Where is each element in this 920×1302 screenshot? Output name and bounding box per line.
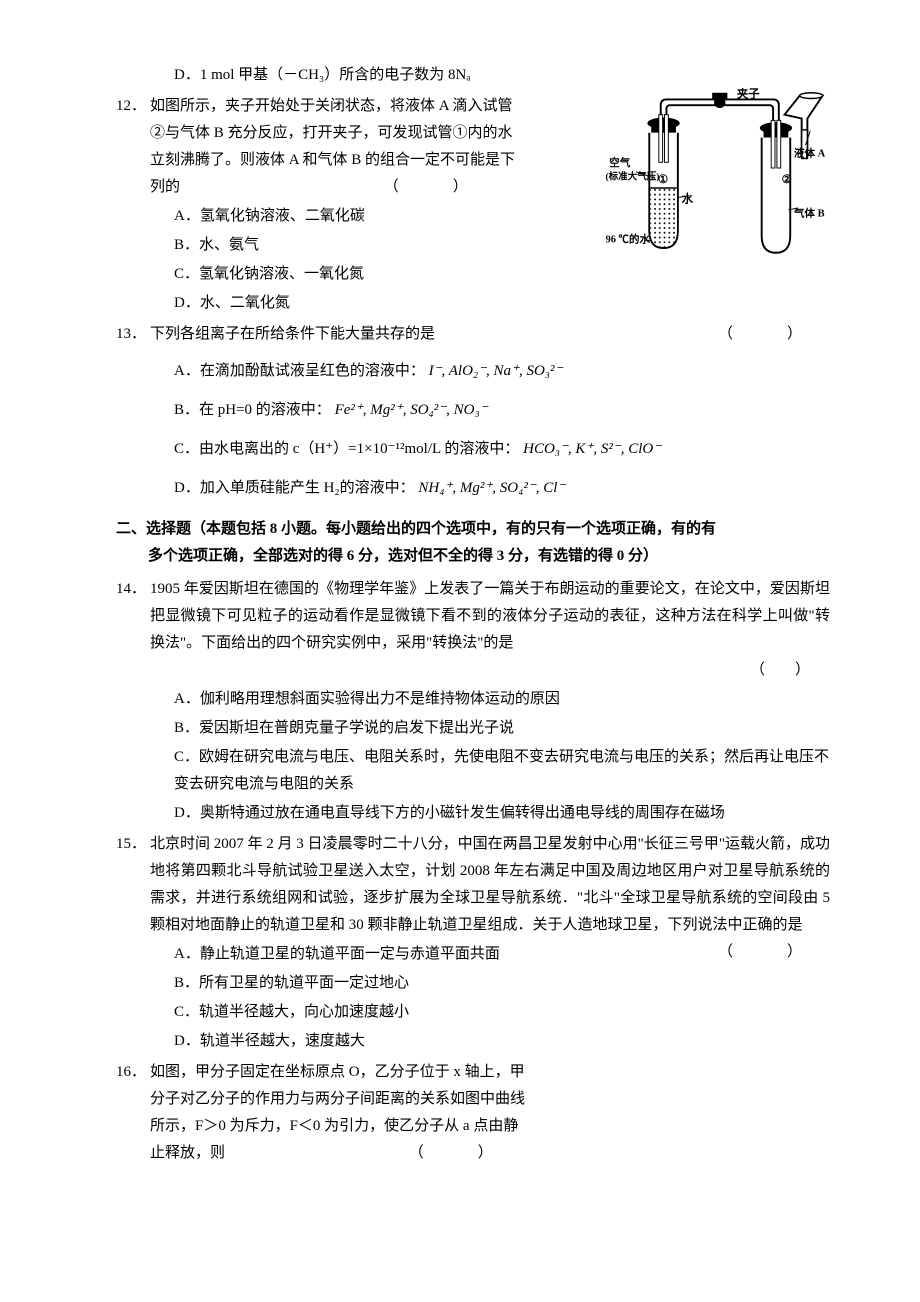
- q15-bracket: （ ）: [718, 939, 810, 966]
- q14-bracket: （ ）: [750, 662, 810, 678]
- q14-option-b: B．爱因斯坦在普朗克量子学说的启发下提出光子说: [174, 715, 830, 742]
- q12-apparatus-diagram: 夹子 空气 (标准大气压) ① ② 水 96 ℃的水 液体 A 气体 B: [600, 88, 830, 288]
- label-pressure: (标准大气压): [605, 170, 659, 182]
- q13-optC-prefix: C．由水电离出的 c（H⁺）=1×10⁻¹²mol/L 的溶液中：: [174, 441, 519, 457]
- question-15: 15． 北京时间 2007 年 2 月 3 日凌晨零时二十八分，中国在两昌卫星发…: [150, 831, 830, 1055]
- q13-optB-prefix: B．在 pH=0 的溶液中：: [174, 402, 331, 418]
- q12-number: 12．: [116, 93, 146, 120]
- label-water: 水: [682, 191, 694, 205]
- q16-number: 16．: [116, 1059, 146, 1086]
- q13-optC-formula: HCO₃⁻, K⁺, S²⁻, ClO⁻: [523, 441, 661, 457]
- q16-bracket: （ ）: [409, 1145, 501, 1161]
- q13-stem-row: 下列各组离子在所给条件下能大量共存的是 （ ）: [150, 321, 830, 348]
- q13-optD-formula: NH₄⁺, Mg²⁺, SO₄²⁻, Cl⁻: [418, 480, 565, 496]
- q14-number: 14．: [116, 576, 146, 603]
- q13-option-b: B．在 pH=0 的溶液中： Fe²⁺, Mg²⁺, SO₄²⁻, NO₃⁻: [174, 397, 830, 424]
- q12-line1: 如图所示，夹子开始处于关闭状态，将液体 A 滴入试管: [150, 98, 513, 114]
- q15-option-b: B．所有卫星的轨道平面一定过地心: [174, 970, 830, 997]
- q13-optA-formula: I⁻, AlO₂⁻, Na⁺, SO₃²⁻: [429, 363, 563, 379]
- q13-bracket: （ ）: [718, 321, 810, 348]
- q13-stem: 下列各组离子在所给条件下能大量共存的是: [150, 326, 435, 342]
- q16-line4: 止释放，则: [150, 1145, 225, 1161]
- question-16: 16． 如图，甲分子固定在坐标原点 O，乙分子位于 x 轴上，甲 分子对乙分子的…: [150, 1059, 830, 1167]
- label-tube2: ②: [782, 174, 792, 186]
- q14-option-a: A．伽利略用理想斜面实验得出力不是维持物体运动的原因: [174, 686, 830, 713]
- question-11-partial: D．1 mol 甲基（－CH₃）所含的电子数为 8Nₐ: [150, 62, 830, 89]
- q15-option-c: C．轨道半径越大，向心加速度越小: [174, 999, 830, 1026]
- question-14: 14． 1905 年爱因斯坦在德国的《物理学年鉴》上发表了一篇关于布朗运动的重要…: [150, 576, 830, 827]
- q13-optB-formula: Fe²⁺, Mg²⁺, SO₄²⁻, NO₃⁻: [335, 402, 488, 418]
- q13-optA-prefix: A．在滴加酚酞试液呈红色的溶液中：: [174, 363, 425, 379]
- q15-stem: 北京时间 2007 年 2 月 3 日凌晨零时二十八分，中国在两昌卫星发射中心用…: [150, 836, 830, 933]
- question-12: 12．: [150, 93, 830, 317]
- q13-option-c: C．由水电离出的 c（H⁺）=1×10⁻¹²mol/L 的溶液中： HCO₃⁻,…: [174, 436, 830, 463]
- label-air: 空气: [609, 156, 630, 169]
- question-13: 13． 下列各组离子在所给条件下能大量共存的是 （ ） A．在滴加酚酞试液呈红色…: [150, 321, 830, 502]
- q12-bracket: （ ）: [384, 179, 476, 195]
- q16-line3: 所示，F＞0 为斥力，F＜0 为引力，使乙分子从 a 点由静: [150, 1118, 518, 1134]
- q15-option-d: D．轨道半径越大，速度越大: [174, 1028, 830, 1055]
- q14-stem: 1905 年爱因斯坦在德国的《物理学年鉴》上发表了一篇关于布朗运动的重要论文，在…: [150, 576, 830, 657]
- label-temp: 96 ℃的水: [605, 232, 650, 245]
- q15-stem-row: 北京时间 2007 年 2 月 3 日凌晨零时二十八分，中国在两昌卫星发射中心用…: [150, 831, 830, 939]
- q13-option-d: D．加入单质硅能产生 H₂的溶液中： NH₄⁺, Mg²⁺, SO₄²⁻, Cl…: [174, 475, 830, 502]
- label-gas-b: 气体 B: [793, 207, 825, 220]
- label-clamp: 夹子: [737, 88, 760, 101]
- q12-option-d: D．水、二氧化氮: [174, 290, 830, 317]
- q16-line2: 分子对乙分子的作用力与两分子间距离的关系如图中曲线: [150, 1091, 525, 1107]
- q12-line4: 列的: [150, 179, 180, 195]
- q12-line3: 立刻沸腾了。则液体 A 和气体 B 的组合一定不可能是下: [150, 152, 515, 168]
- q14-option-c: C．欧姆在研究电流与电压、电阻关系时，先使电阻不变去研究电流与电压的关系；然后再…: [174, 744, 830, 798]
- q13-number: 13．: [116, 321, 146, 348]
- q14-option-d: D．奥斯特通过放在通电直导线下方的小磁针发生偏转得出通电导线的周围存在磁场: [174, 800, 830, 827]
- q11-option-d: D．1 mol 甲基（－CH₃）所含的电子数为 8Nₐ: [174, 62, 830, 89]
- q16-stem: 如图，甲分子固定在坐标原点 O，乙分子位于 x 轴上，甲 分子对乙分子的作用力与…: [150, 1059, 570, 1167]
- label-tube1: ①: [658, 174, 668, 186]
- q13-option-a: A．在滴加酚酞试液呈红色的溶液中： I⁻, AlO₂⁻, Na⁺, SO₃²⁻: [174, 358, 830, 385]
- q12-line2: ②与气体 B 充分反应，打开夹子，可发现试管①内的水: [150, 125, 513, 141]
- q13-optD-prefix: D．加入单质硅能产生 H₂的溶液中：: [174, 480, 415, 496]
- section-2-line1: 二、选择题（本题包括 8 小题。每小题给出的四个选项中，有的只有一个选项正确，有…: [116, 521, 716, 537]
- q15-number: 15．: [116, 831, 146, 858]
- section-2-header: 二、选择题（本题包括 8 小题。每小题给出的四个选项中，有的只有一个选项正确，有…: [116, 516, 830, 570]
- label-liquid-a: 液体 A: [794, 147, 826, 160]
- section-2-line2: 多个选项正确，全部选对的得 6 分，选对但不全的得 3 分，有选错的得 0 分）: [148, 548, 658, 564]
- q16-line1: 如图，甲分子固定在坐标原点 O，乙分子位于 x 轴上，甲: [150, 1064, 525, 1080]
